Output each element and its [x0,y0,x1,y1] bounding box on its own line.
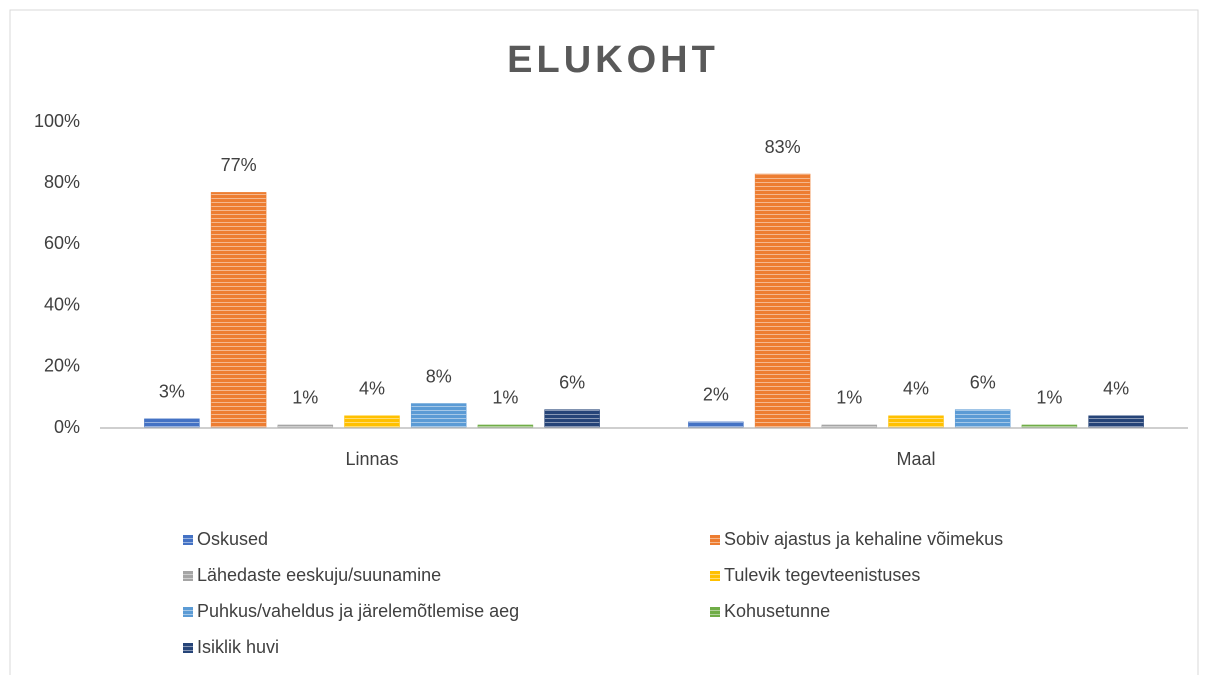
legend-label: Puhkus/vaheldus ja järelemõtlemise aeg [197,601,519,621]
bar [544,409,600,429]
legend-swatch [710,571,720,581]
value-label: 6% [559,372,585,392]
legend-swatch [710,607,720,617]
bar [344,415,400,429]
y-tick-label: 100% [34,111,80,131]
value-label: 4% [359,379,385,399]
legend-swatch [183,643,193,653]
legend-label: Oskused [197,529,268,549]
bar [1088,415,1144,429]
bar [888,415,944,429]
y-tick-label: 40% [44,294,80,314]
bar [210,192,267,429]
value-label: 1% [836,388,862,408]
value-label: 1% [1036,388,1062,408]
legend-label: Isiklik huvi [197,637,279,657]
y-tick-label: 60% [44,233,80,253]
bar [954,409,1011,429]
value-label: 1% [492,388,518,408]
value-label: 1% [292,388,318,408]
chart-frame [9,9,1199,675]
y-tick-label: 80% [44,172,80,192]
bar [144,418,200,429]
legend-label: Lähedaste eeskuju/suunamine [197,565,441,585]
legend-swatch [710,535,720,545]
legend-swatch [183,607,193,617]
value-label: 8% [426,366,452,386]
value-label: 6% [970,372,996,392]
value-label: 3% [159,382,185,402]
bar [754,173,811,429]
bar [688,421,744,429]
legend-swatch [183,535,193,545]
value-label: 83% [765,137,801,157]
legend-label: Sobiv ajastus ja kehaline võimekus [724,529,1003,549]
legend-label: Tulevik tegevteenistuses [724,565,920,585]
value-label: 2% [703,385,729,405]
y-tick-label: 0% [54,417,80,437]
value-label: 77% [221,155,257,175]
legend-label: Kohusetunne [724,601,830,621]
x-tick-label: Maal [896,449,935,469]
y-tick-label: 20% [44,356,80,376]
value-label: 4% [1103,379,1129,399]
value-label: 4% [903,379,929,399]
bar [410,403,467,429]
chart-title: ELUKOHT [507,39,719,81]
legend-swatch [183,571,193,581]
x-tick-label: Linnas [345,449,398,469]
